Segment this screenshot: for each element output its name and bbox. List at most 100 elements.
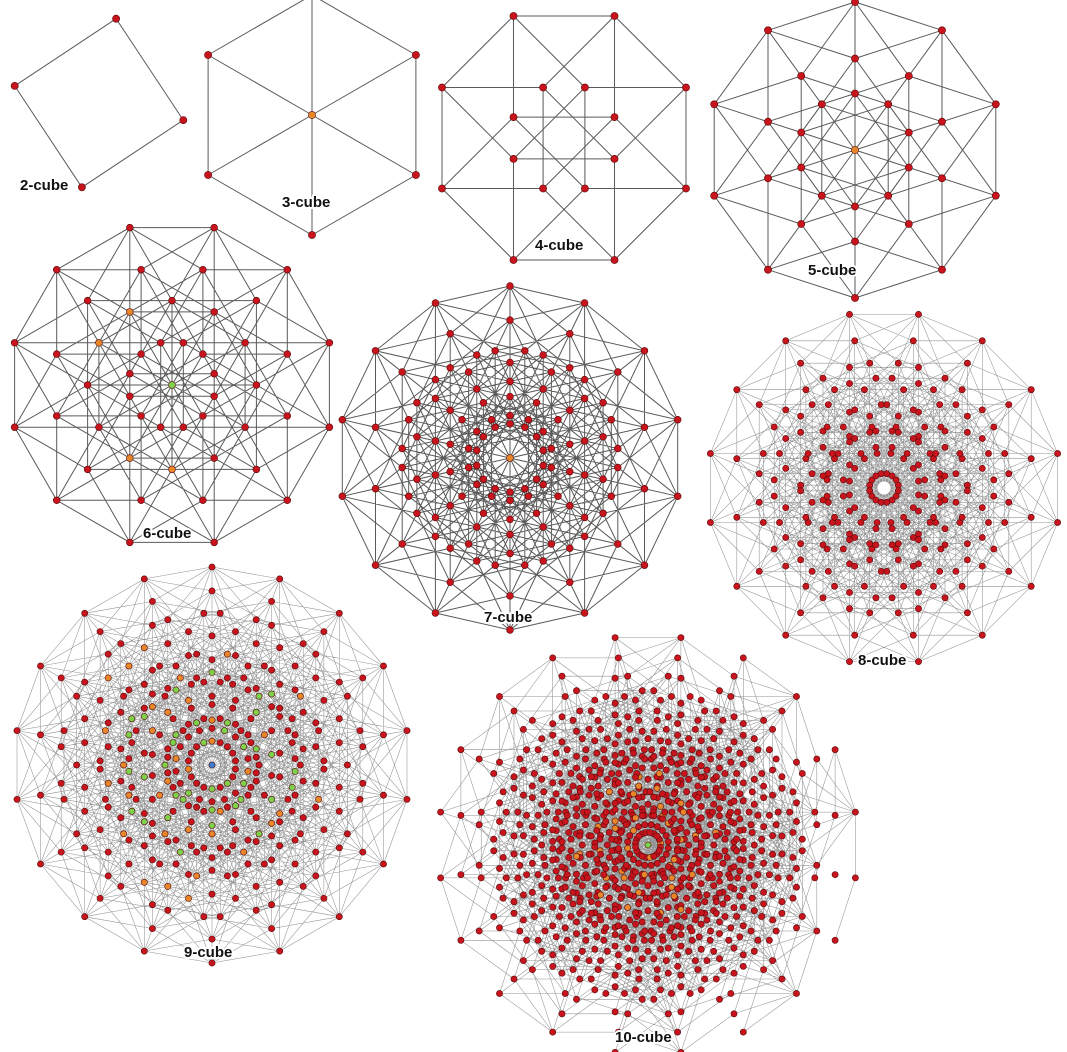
cube-10-vertex [736, 933, 744, 941]
cube-8-vertex [1001, 450, 1009, 457]
cube-9-vertex [148, 856, 156, 864]
cube-9-vertex [187, 749, 195, 757]
cube-8-vertex [846, 589, 853, 596]
cube-10-vertex [615, 951, 622, 959]
cube-9-vertex [240, 674, 248, 682]
cube-8-vertex [964, 428, 971, 436]
cube-7-vertex [506, 515, 514, 524]
cube-7-vertex [580, 532, 589, 541]
cube-9-vertex [179, 796, 187, 803]
cube-10-vertex [778, 975, 786, 983]
cube-10-vertex [496, 990, 503, 997]
cube-10-vertex [578, 841, 586, 849]
cube-7-vertex [405, 416, 413, 424]
cube-8-vertex [990, 492, 998, 500]
cube-10-vertex [657, 762, 664, 770]
cube-8-vertex [819, 427, 827, 435]
cube-10-vertex [670, 790, 678, 798]
cube-8-vertex [851, 562, 859, 570]
cube-7-vertex [431, 394, 440, 403]
cube-10-vertex [664, 1010, 672, 1018]
cube-10-vertex [662, 850, 670, 858]
cube-8-vertex [915, 605, 922, 613]
cube-10-vertex [721, 770, 729, 777]
cube-10-vertex [573, 918, 580, 926]
cube-10-vertex [573, 955, 580, 963]
cube-9-vertex [156, 662, 163, 670]
cube-9-vertex [229, 704, 237, 712]
cube-8-vertex [797, 556, 804, 564]
cube-9-vertex [208, 761, 216, 769]
cube-5-vertex [851, 294, 859, 302]
cube-10-vertex [549, 885, 557, 893]
cube-5-vertex [938, 265, 946, 274]
cube-9-vertex [232, 628, 239, 635]
cube-10-vertex [611, 865, 619, 873]
cube-9-vertex [276, 713, 284, 720]
cube-10-vertex [510, 832, 518, 840]
cube-10-vertex [556, 770, 563, 777]
cube-10-vertex [567, 835, 575, 843]
cube-7-vertex [640, 561, 649, 569]
cube-9-vertex [148, 832, 156, 840]
cube-8-vertex [846, 310, 853, 318]
cube-8-vertex [831, 513, 838, 521]
cube-4-vertex [438, 83, 446, 92]
cube-10-vertex [707, 755, 714, 763]
cube-8-vertex [846, 438, 853, 446]
cube-8-vertex [866, 412, 874, 420]
cube-7-vertex [446, 330, 454, 338]
cube-10-vertex [657, 737, 664, 745]
cube-9-vertex [208, 692, 216, 700]
cube-8-vertex [883, 401, 891, 408]
cube-5-vertex [904, 72, 913, 80]
cube-3-vertex [411, 171, 420, 179]
cube-8-vertex [782, 504, 790, 511]
cube-9-vertex [268, 703, 275, 711]
cube-8-vertex [776, 450, 783, 457]
cube-10-vertex [555, 874, 562, 882]
cube-6-vertex [252, 465, 261, 474]
cube-8-vertex [861, 455, 868, 463]
cube-8-vertex [956, 450, 964, 457]
cube-5-vertex [710, 191, 719, 200]
cube-10-vertex [730, 1010, 738, 1018]
cube-9-vertex [229, 773, 237, 781]
cube-10-vertex [573, 878, 580, 885]
cube-10-vertex [721, 835, 729, 843]
cube-10-vertex [727, 758, 735, 766]
cube-10-vertex [813, 861, 821, 869]
cube-7-vertex [338, 416, 346, 424]
cube-10-vertex [591, 762, 599, 770]
cube-10-vertex [604, 907, 611, 915]
cube-6-vertex [83, 296, 92, 305]
cube-10-vertex [811, 874, 819, 882]
cube-10-vertex [516, 755, 524, 763]
cube-9-vertex [359, 779, 367, 787]
cube-9-vertex [232, 765, 239, 773]
cube-9-vertex [148, 598, 156, 605]
cube-10-vertex [747, 861, 755, 869]
cube-10-vertex [748, 788, 756, 796]
cube-10-vertex [567, 913, 575, 920]
cube-9-vertex [185, 757, 192, 765]
cube-2-vertex [78, 183, 86, 192]
cube-8-vertex [770, 545, 778, 553]
cube-6-vertex [10, 423, 19, 431]
cube-8-vertex [782, 534, 790, 541]
cube-8-vertex [851, 464, 859, 472]
cube-10-vertex [650, 793, 658, 801]
cube-10-vertex [490, 913, 498, 920]
cube-10-vertex [727, 693, 735, 700]
cube-8-vertex [990, 476, 998, 484]
cube-10-vertex [798, 835, 806, 843]
cube-6-vertex [199, 412, 207, 420]
cube-8-vertex [823, 545, 831, 553]
cube-10-vertex [569, 966, 577, 973]
cube-8-vertex [824, 401, 832, 408]
cube-10-vertex [593, 827, 601, 834]
cube-10-vertex [611, 942, 619, 950]
cube-7-vertex [566, 364, 574, 372]
cube-8-vertex [759, 519, 767, 526]
cube-10-vertex [659, 827, 666, 834]
